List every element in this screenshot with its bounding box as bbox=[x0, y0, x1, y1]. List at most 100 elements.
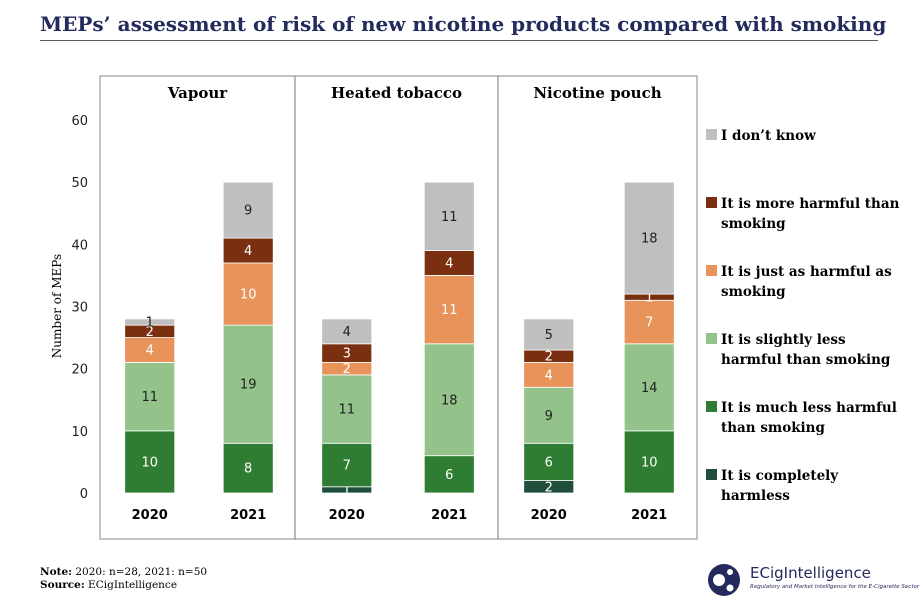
legend-label: It is much less harmful than smoking bbox=[721, 400, 897, 436]
bar-segment bbox=[623, 299, 675, 345]
y-tick-label: 0 bbox=[80, 487, 88, 502]
data-label: 4 bbox=[146, 344, 154, 359]
bar-segment bbox=[623, 430, 675, 494]
bar-segment bbox=[124, 337, 176, 363]
data-label: 19 bbox=[240, 378, 257, 393]
bar-segment bbox=[222, 262, 274, 326]
bar-segment bbox=[623, 181, 675, 295]
data-label: 4 bbox=[545, 368, 553, 383]
bar-segment bbox=[523, 442, 575, 481]
data-label: 7 bbox=[343, 459, 351, 474]
legend-swatch bbox=[706, 197, 717, 208]
data-label: 14 bbox=[641, 381, 658, 396]
y-tick-label: 30 bbox=[71, 301, 88, 316]
legend-swatch bbox=[706, 401, 717, 412]
panel-title: Vapour bbox=[167, 84, 228, 102]
panel-title: Nicotine pouch bbox=[533, 84, 661, 102]
data-label: 2 bbox=[343, 362, 351, 377]
logo-brand: ECigIntelligence bbox=[750, 564, 871, 582]
legend-label: It is completely harmless bbox=[721, 468, 839, 504]
legend-swatch bbox=[706, 265, 717, 276]
data-label: 10 bbox=[641, 455, 658, 470]
y-tick-label: 10 bbox=[71, 425, 88, 440]
bar-segment bbox=[623, 343, 675, 432]
data-label: 2 bbox=[545, 350, 553, 365]
source-text: ECigIntelligence bbox=[84, 579, 178, 591]
bar-segment bbox=[321, 318, 373, 345]
x-tick-label: 2021 bbox=[631, 508, 667, 523]
bar-segment bbox=[523, 386, 575, 444]
panel-title: Heated tobacco bbox=[331, 84, 462, 102]
data-label: 18 bbox=[441, 393, 458, 408]
data-label: 11 bbox=[441, 210, 458, 225]
data-label: 11 bbox=[441, 303, 458, 318]
title-divider bbox=[40, 40, 878, 41]
x-tick-label: 2021 bbox=[230, 508, 266, 523]
legend-swatch bbox=[706, 469, 717, 480]
note-label: Note: bbox=[40, 566, 73, 578]
bar-segment bbox=[222, 237, 274, 264]
data-label: 7 bbox=[645, 316, 653, 331]
bar-segment bbox=[124, 362, 176, 432]
data-label: 1 bbox=[645, 291, 653, 306]
y-tick-label: 40 bbox=[71, 238, 88, 253]
source-label: Source: bbox=[40, 579, 85, 591]
bar-segment bbox=[222, 442, 274, 494]
data-label: 6 bbox=[545, 455, 553, 470]
y-tick-label: 20 bbox=[71, 363, 88, 378]
data-label: 4 bbox=[445, 256, 453, 271]
legend-swatch bbox=[706, 333, 717, 344]
data-label: 10 bbox=[240, 288, 257, 303]
logo-mark-icon bbox=[708, 564, 740, 596]
y-axis-label: Number of MEPs bbox=[50, 254, 64, 358]
logo-tagline: Regulatory and Market Intelligence for t… bbox=[750, 584, 920, 590]
legend-label: It is just as harmful as smoking bbox=[721, 264, 892, 300]
x-tick-label: 2020 bbox=[531, 508, 567, 523]
data-label: 1 bbox=[146, 316, 154, 331]
bar-segment bbox=[523, 362, 575, 388]
bar-segment bbox=[124, 430, 176, 494]
data-label: 11 bbox=[141, 390, 158, 405]
data-label: 1 bbox=[343, 483, 351, 498]
bar-segment bbox=[423, 275, 475, 345]
bar-segment bbox=[124, 318, 176, 326]
x-tick-label: 2021 bbox=[431, 508, 467, 523]
bar-segment bbox=[423, 343, 475, 457]
bar-segment bbox=[222, 181, 274, 239]
bar-segment bbox=[222, 324, 274, 444]
legend-label: It is slightly less harmful than smoking bbox=[721, 332, 891, 368]
chart-title: MEPs’ assessment of risk of new nicotine… bbox=[40, 12, 887, 36]
legend-label: It is more harmful than smoking bbox=[721, 196, 900, 232]
data-label: 6 bbox=[445, 468, 453, 483]
data-label: 5 bbox=[545, 328, 553, 343]
bar-segment bbox=[423, 455, 475, 494]
data-label: 18 bbox=[641, 232, 658, 247]
data-label: 2 bbox=[146, 325, 154, 340]
y-tick-label: 50 bbox=[71, 176, 88, 191]
data-label: 8 bbox=[244, 462, 252, 477]
data-label: 3 bbox=[343, 347, 351, 362]
y-tick-label: 60 bbox=[71, 114, 88, 129]
legend-label: I don’t know bbox=[721, 128, 816, 144]
bar-segment bbox=[321, 442, 373, 488]
chart-notes: Note: 2020: n=28, 2021: n=50 Source: ECi… bbox=[40, 566, 207, 592]
bar-segment bbox=[423, 181, 475, 251]
panel-frame bbox=[497, 75, 698, 540]
data-label: 9 bbox=[244, 204, 252, 219]
data-label: 2 bbox=[545, 480, 553, 495]
x-tick-label: 2020 bbox=[132, 508, 168, 523]
bar-segment bbox=[523, 318, 575, 351]
data-label: 4 bbox=[244, 244, 252, 259]
data-label: 4 bbox=[343, 325, 351, 340]
data-label: 9 bbox=[545, 409, 553, 424]
x-tick-label: 2020 bbox=[329, 508, 365, 523]
data-label: 10 bbox=[141, 455, 158, 470]
source-line: Source: ECigIntelligence bbox=[40, 579, 207, 592]
legend-swatch bbox=[706, 129, 717, 140]
bar-segment bbox=[321, 374, 373, 444]
note-text: 2020: n=28, 2021: n=50 bbox=[72, 566, 208, 578]
ecigintelligence-logo: ECigIntelligence Regulatory and Market I… bbox=[706, 562, 920, 598]
note-line: Note: 2020: n=28, 2021: n=50 bbox=[40, 566, 207, 579]
data-label: 11 bbox=[338, 403, 355, 418]
